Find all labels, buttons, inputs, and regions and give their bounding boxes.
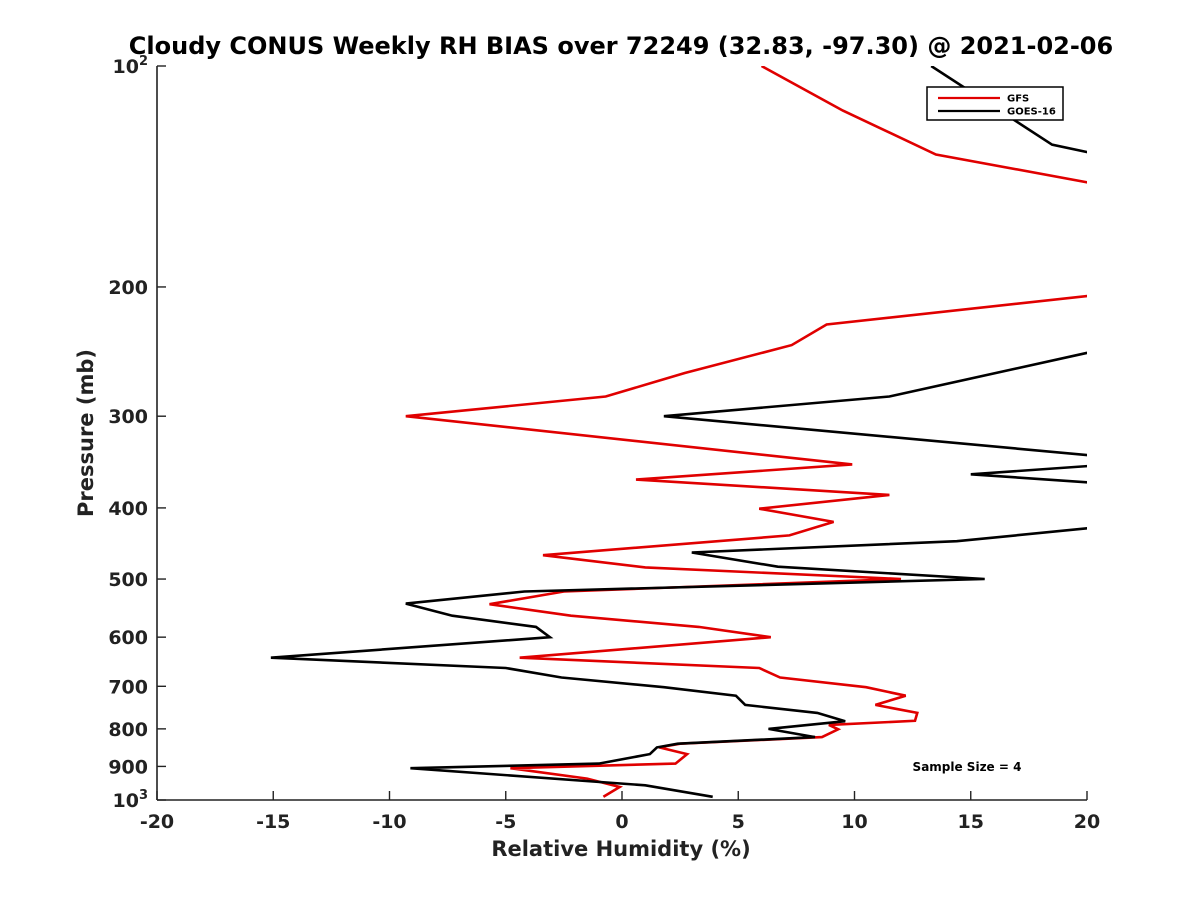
legend-label-gfs: GFS xyxy=(1007,94,1029,105)
x-tick-label: -15 xyxy=(256,811,290,833)
y-tick-label: 300 xyxy=(108,406,148,428)
y-tick-label: 600 xyxy=(108,627,148,649)
y-tick-label: 102 xyxy=(113,54,149,78)
series-line-goes16 xyxy=(270,66,1087,799)
y-ticks: 102 200 300 400 500 600 700 800 900 103 xyxy=(108,54,166,812)
y-axis-label: Pressure (mb) xyxy=(74,349,98,517)
x-axis-label: Relative Humidity (%) xyxy=(491,837,750,861)
y-tick-label: 700 xyxy=(108,676,148,698)
x-tick-label: 20 xyxy=(1074,811,1100,833)
series-layer xyxy=(270,66,1087,799)
x-tick-label: 0 xyxy=(615,811,628,833)
x-tick-label: -20 xyxy=(140,811,174,833)
y-tick-label: 900 xyxy=(108,756,148,778)
legend: GFS GOES-16 xyxy=(926,86,1064,121)
legend-label-goes16: GOES-16 xyxy=(1007,107,1056,118)
x-tick-label: -10 xyxy=(372,811,406,833)
y-tick-label: 103 xyxy=(113,788,149,812)
x-tick-label: 15 xyxy=(958,811,984,833)
x-tick-label: -5 xyxy=(495,811,516,833)
x-tick-label: 5 xyxy=(732,811,745,833)
y-tick-label: 800 xyxy=(108,719,148,741)
sample-size-annotation: Sample Size = 4 xyxy=(913,760,1022,774)
chart-title: Cloudy CONUS Weekly RH BIAS over 72249 (… xyxy=(129,32,1113,60)
y-tick-label: 200 xyxy=(108,277,148,299)
y-tick-label: 500 xyxy=(108,569,148,591)
y-tick-label: 400 xyxy=(108,498,148,520)
series-line-gfs xyxy=(405,66,1087,798)
legend-box xyxy=(926,86,1064,121)
x-ticks: -20 -15 -10 -5 0 5 10 15 20 xyxy=(140,791,1100,833)
x-tick-label: 10 xyxy=(841,811,867,833)
